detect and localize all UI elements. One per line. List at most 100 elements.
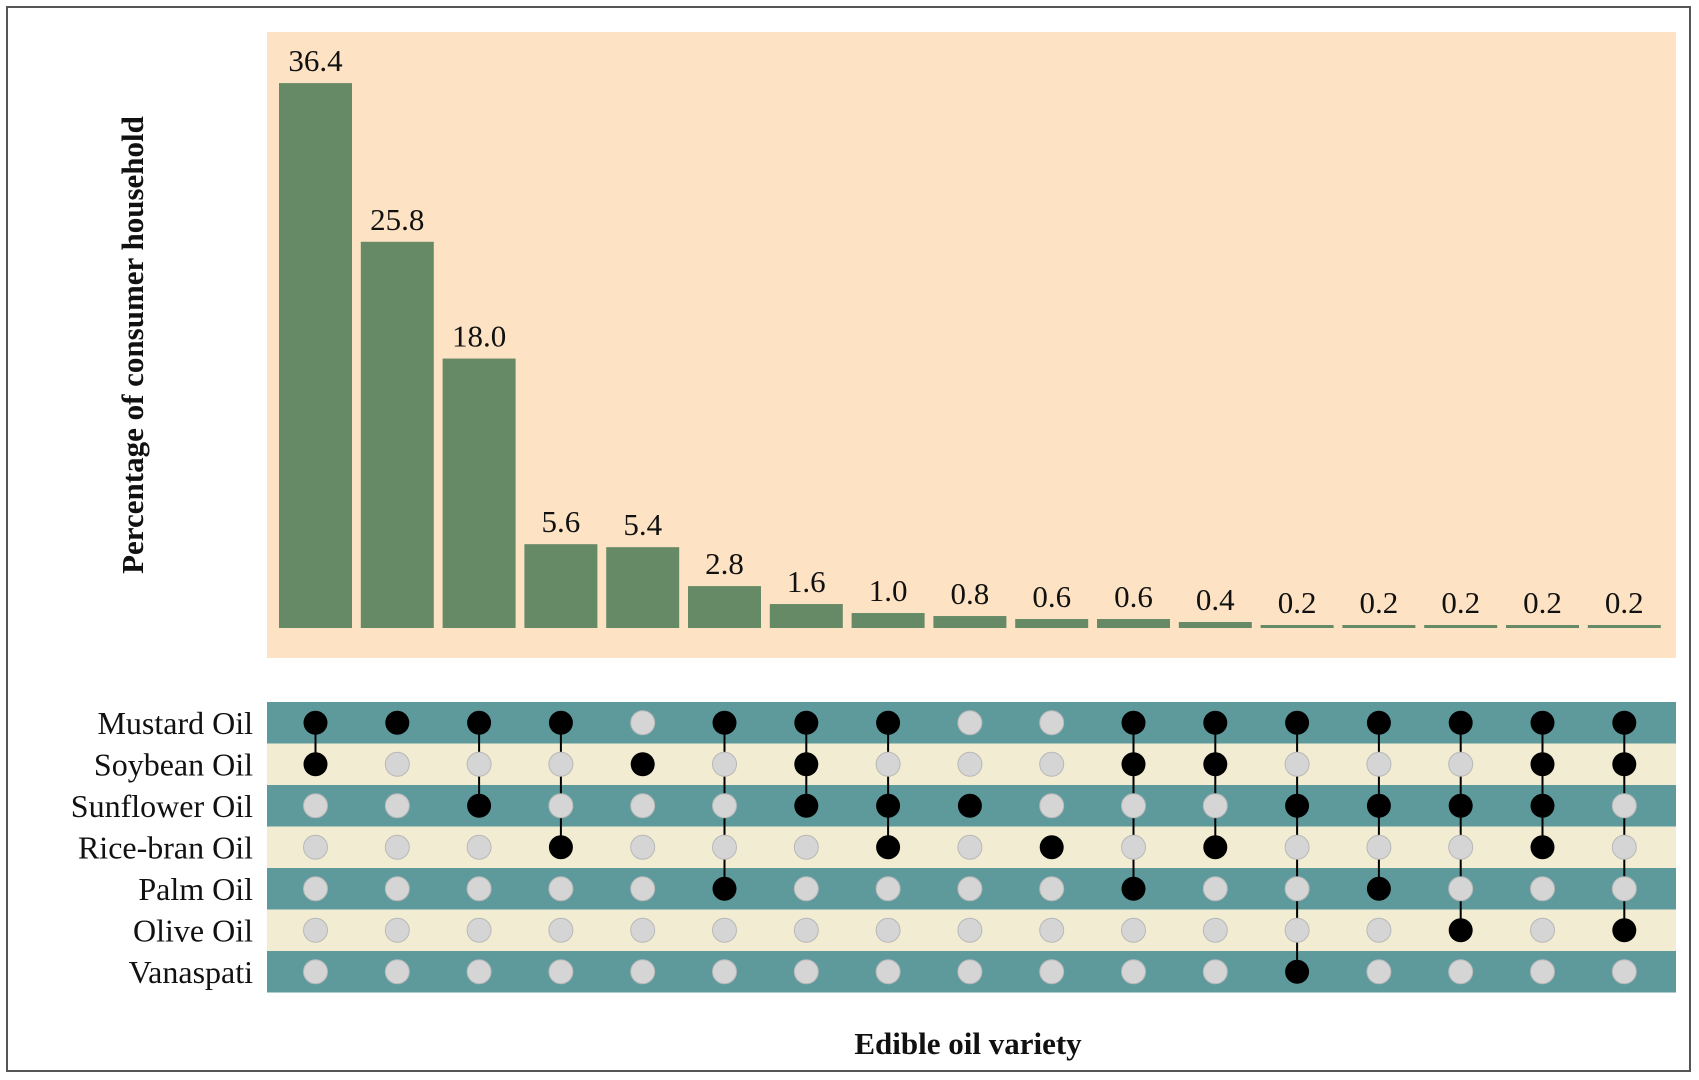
dot-inactive xyxy=(630,959,656,985)
dot-inactive xyxy=(1448,834,1474,860)
bar-5 xyxy=(606,547,680,628)
dot-active xyxy=(1530,835,1555,860)
dot-active xyxy=(385,710,410,735)
bar-value-label: 5.6 xyxy=(542,504,581,539)
bar-value-label: 2.8 xyxy=(705,546,744,581)
dot-inactive xyxy=(1611,793,1637,819)
dot-inactive xyxy=(548,959,574,985)
set-label: Vanaspati xyxy=(129,954,254,990)
dot-active xyxy=(1203,752,1228,777)
bar-4 xyxy=(524,544,598,628)
dot-inactive xyxy=(1448,959,1474,985)
y-axis-label: Percentage of consumer household xyxy=(115,116,150,574)
bar-2 xyxy=(360,241,434,629)
bar-8 xyxy=(851,613,925,628)
dot-inactive xyxy=(630,917,656,943)
dot-inactive xyxy=(303,876,328,902)
bar-value-label: 1.6 xyxy=(787,564,826,599)
set-label: Sunflower Oil xyxy=(71,788,253,824)
dot-inactive xyxy=(1284,917,1310,943)
bar-14 xyxy=(1342,625,1416,628)
set-label: Mustard Oil xyxy=(97,705,253,741)
dot-active xyxy=(712,876,737,901)
dot-inactive xyxy=(793,876,819,902)
dot-active xyxy=(1121,710,1146,735)
dot-active xyxy=(303,752,328,777)
dot-active xyxy=(957,793,982,818)
dot-active xyxy=(1366,793,1391,818)
bar-value-label: 0.2 xyxy=(1360,585,1399,620)
dot-active xyxy=(303,710,328,735)
dot-active xyxy=(1530,793,1555,818)
dot-inactive xyxy=(1611,834,1637,860)
dot-inactive xyxy=(1039,876,1065,902)
dot-active xyxy=(467,793,492,818)
dot-inactive xyxy=(957,959,983,985)
dot-inactive xyxy=(1121,834,1146,860)
dot-inactive xyxy=(1284,876,1310,902)
dot-inactive xyxy=(1121,959,1146,985)
dot-active xyxy=(1203,835,1228,860)
dot-active xyxy=(1612,710,1637,735)
dot-active xyxy=(548,710,573,735)
bar-value-label: 18.0 xyxy=(452,319,506,354)
dot-inactive xyxy=(1611,959,1637,985)
dot-active xyxy=(1530,752,1555,777)
dot-active xyxy=(1530,710,1555,735)
dot-inactive xyxy=(712,751,737,777)
dot-inactive xyxy=(466,751,492,777)
dot-inactive xyxy=(303,959,328,985)
dot-active xyxy=(1448,918,1473,943)
dot-inactive xyxy=(712,834,737,860)
x-axis-label: Edible oil variety xyxy=(854,1026,1082,1061)
bar-value-label: 0.2 xyxy=(1441,585,1480,620)
bar-value-label: 36.4 xyxy=(288,43,343,78)
dot-active xyxy=(1448,710,1473,735)
dot-active xyxy=(1203,710,1228,735)
dot-active xyxy=(1121,752,1146,777)
dot-inactive xyxy=(384,834,410,860)
dot-inactive xyxy=(384,917,410,943)
dot-inactive xyxy=(1366,751,1392,777)
dot-active xyxy=(794,752,819,777)
set-label: Olive Oil xyxy=(133,912,253,948)
dot-inactive xyxy=(630,834,656,860)
dot-active xyxy=(630,752,655,777)
bar-value-label: 0.8 xyxy=(951,576,990,611)
dot-inactive xyxy=(875,876,901,902)
bar-6 xyxy=(688,586,761,628)
dot-inactive xyxy=(793,917,819,943)
dot-inactive xyxy=(793,959,819,985)
dot-inactive xyxy=(1039,710,1065,736)
bar-value-label: 0.6 xyxy=(1114,579,1153,614)
dot-inactive xyxy=(1121,917,1146,943)
dot-inactive xyxy=(957,917,983,943)
dot-active xyxy=(1366,710,1391,735)
dot-inactive xyxy=(712,917,737,943)
bar-13 xyxy=(1260,625,1334,628)
dot-inactive xyxy=(303,834,328,860)
dot-active xyxy=(1448,793,1473,818)
dot-inactive xyxy=(466,917,492,943)
bar-value-label: 0.2 xyxy=(1605,585,1644,620)
bar-value-labels-group: 36.4 25.8 18.0 5.6 5.4 2.8 1.6 1.0 0.8 0.6 0.6 0.4 0… xyxy=(288,43,1643,620)
dot-inactive xyxy=(1366,917,1392,943)
dot-inactive xyxy=(712,793,737,819)
dot-inactive xyxy=(1202,959,1228,985)
dot-inactive xyxy=(1039,751,1065,777)
dot-inactive xyxy=(1366,959,1392,985)
dot-inactive xyxy=(1611,876,1637,902)
set-label: Palm Oil xyxy=(138,871,253,907)
bar-value-label: 5.4 xyxy=(623,507,662,542)
dot-inactive xyxy=(548,751,574,777)
dot-inactive xyxy=(384,793,410,819)
dot-inactive xyxy=(1366,834,1392,860)
dot-inactive xyxy=(630,710,656,736)
dot-inactive xyxy=(875,751,901,777)
dot-inactive xyxy=(466,834,492,860)
bar-value-label: 0.6 xyxy=(1032,579,1071,614)
dot-active xyxy=(1285,959,1310,984)
dot-inactive xyxy=(957,710,983,736)
dot-active xyxy=(1366,876,1391,901)
dot-inactive xyxy=(548,793,574,819)
